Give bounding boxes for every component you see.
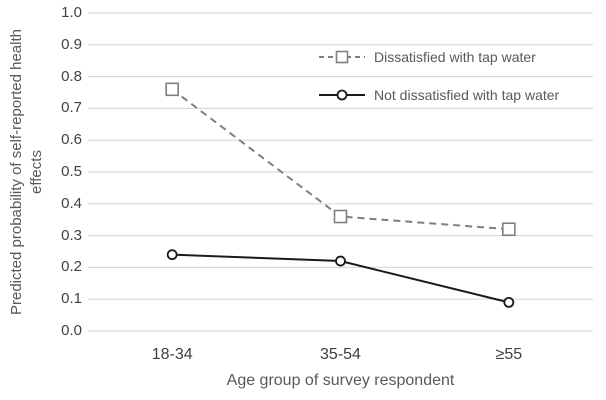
y-tick-label: 0.9 bbox=[61, 35, 82, 53]
legend: Dissatisfied with tap water Not dissatisf… bbox=[318, 38, 559, 114]
x-tick-label: 18-34 bbox=[151, 346, 193, 363]
y-tick-label: 0.0 bbox=[61, 322, 82, 339]
legend-label: Dissatisfied with tap water bbox=[374, 49, 536, 65]
y-tick-label: 0.7 bbox=[61, 99, 82, 117]
legend-solid-line-circle-marker-icon bbox=[319, 89, 365, 101]
legend-item: Dissatisfied with tap water bbox=[318, 38, 559, 76]
y-tick-label: 0.3 bbox=[61, 226, 82, 244]
x-axis-title: Age group of survey respondent bbox=[226, 372, 455, 389]
y-tick-label: 0.4 bbox=[61, 194, 82, 212]
circle-marker bbox=[166, 249, 178, 261]
square-marker bbox=[165, 82, 179, 97]
y-tick-label: 0.6 bbox=[61, 131, 82, 149]
y-tick-label: 1.0 bbox=[61, 4, 82, 21]
y-tick-label: 0.5 bbox=[61, 163, 82, 180]
y-tick-label: 0.2 bbox=[61, 258, 82, 276]
y-tick-label: 0.1 bbox=[61, 290, 82, 308]
legend-dashed-line-square-marker-icon bbox=[319, 50, 365, 64]
square-marker bbox=[502, 222, 516, 237]
y-tick-label: 0.8 bbox=[61, 67, 82, 85]
circle-marker bbox=[503, 296, 515, 308]
legend-label: Not dissatisfied with tap water bbox=[374, 87, 560, 103]
circle-marker bbox=[335, 255, 346, 267]
x-tick-label: 35-54 bbox=[320, 346, 361, 363]
legend-item: Not dissatisfied with tap water bbox=[318, 76, 559, 114]
x-tick-label: ≥55 bbox=[495, 346, 523, 363]
square-marker bbox=[333, 209, 348, 224]
